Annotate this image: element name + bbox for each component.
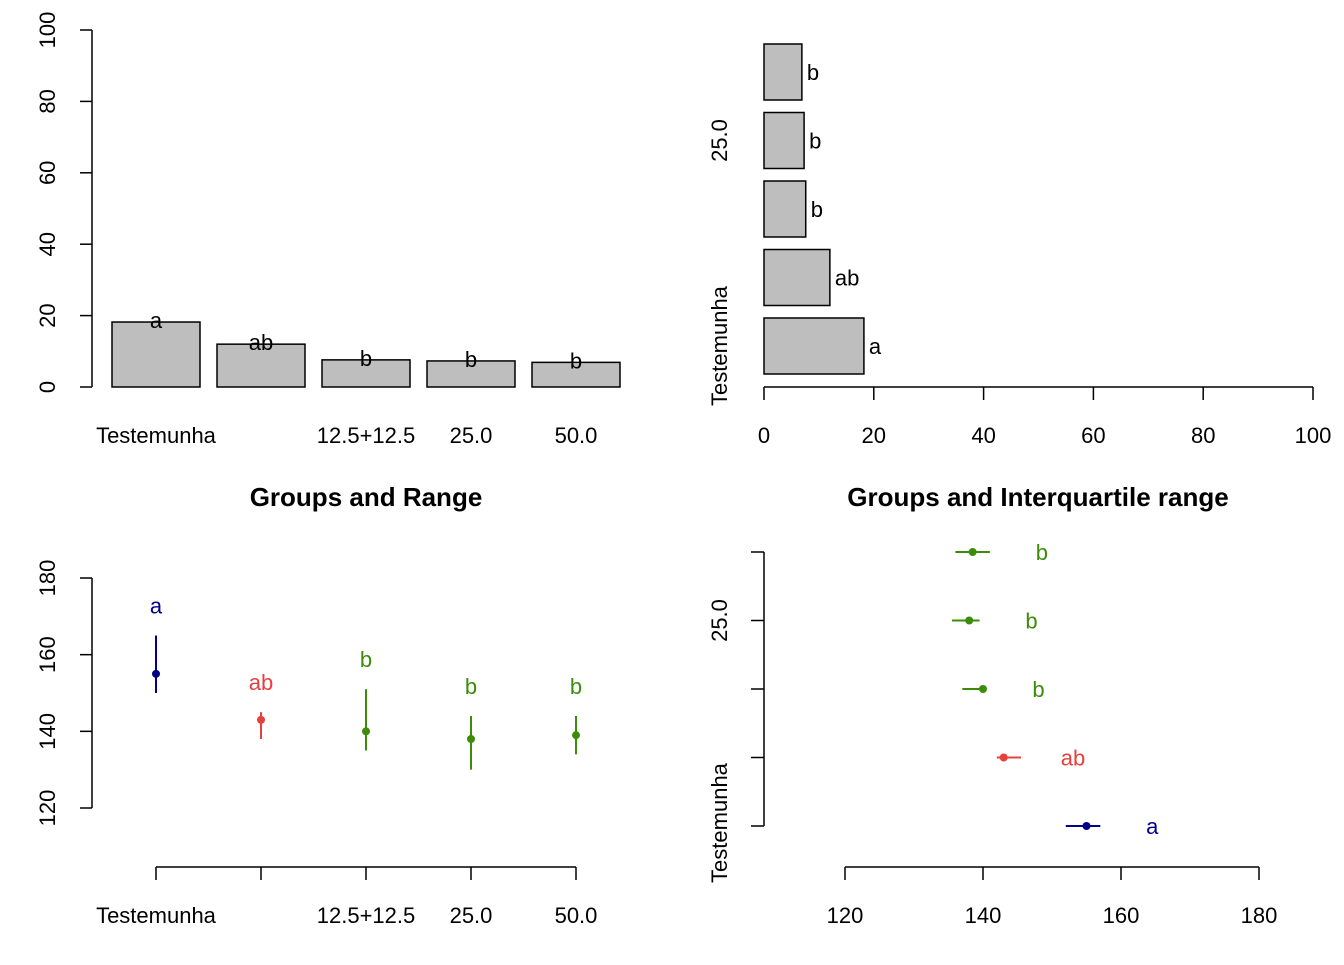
y-tick-label-1: 20 <box>35 303 60 327</box>
mean-point-1 <box>999 753 1008 762</box>
mean-point-4 <box>572 731 580 740</box>
bar-group-label-2: b <box>811 197 823 222</box>
group-label-0: a <box>1146 814 1159 839</box>
mean-point-3 <box>467 735 475 743</box>
bar-group-label-4: b <box>570 348 582 373</box>
bar-group-label-3: b <box>465 347 477 372</box>
bar-group-label-1: ab <box>835 266 859 291</box>
bar-0 <box>111 321 201 388</box>
bar-group-label-0: a <box>869 334 882 359</box>
bar-1 <box>216 343 306 388</box>
x-tick-label-2: 160 <box>1103 903 1140 928</box>
y-tick-label-3: 180 <box>35 560 60 597</box>
group-label-1: ab <box>249 670 273 695</box>
mean-point-3 <box>965 616 974 625</box>
x-tick-label-2: 12.5+12.5 <box>317 423 415 448</box>
bar-group-label-4: b <box>807 60 819 85</box>
x-tick-label-1: 20 <box>862 423 886 448</box>
bar-3 <box>763 111 805 170</box>
x-tick-label-0: 0 <box>758 423 770 448</box>
x-tick-label-0: 120 <box>827 903 864 928</box>
y-tick-label-0: Testemunha <box>707 762 732 883</box>
group-label-2: b <box>1032 677 1044 702</box>
bar-group-label-1: ab <box>249 330 273 355</box>
group-label-4: b <box>1036 540 1048 565</box>
bar-2 <box>321 359 411 388</box>
group-label-3: b <box>1025 609 1037 634</box>
bar-4 <box>763 43 803 101</box>
bar-4 <box>531 361 621 388</box>
y-tick-label-2: 40 <box>35 232 60 256</box>
x-tick-label-4: 80 <box>1191 423 1215 448</box>
x-tick-label-4: 50.0 <box>555 903 598 928</box>
y-tick-label-0: Testemunha <box>707 285 732 406</box>
x-tick-label-1: 140 <box>965 903 1002 928</box>
panel-horizontal-bar: 0 20 40 60 80 100 a Testemunha ab b b 25.0 b <box>707 43 1332 448</box>
bar-group-label-2: b <box>360 346 372 371</box>
y-tick-label-3: 25.0 <box>707 119 732 162</box>
x-tick-label-3: 180 <box>1241 903 1278 928</box>
chart-title-groups-range: Groups and Range <box>250 482 483 512</box>
panel-groups-range: Groups and Range 120 140 160 180 Testemunha a… <box>35 482 597 928</box>
y-tick-label-5: 100 <box>35 12 60 49</box>
x-tick-label-3: 60 <box>1081 423 1105 448</box>
group-label-3: b <box>465 674 477 699</box>
bar-3 <box>426 360 516 388</box>
mean-point-0 <box>152 669 160 678</box>
mean-point-4 <box>968 548 977 556</box>
y-tick-label-2: 160 <box>35 636 60 673</box>
x-tick-label-2: 12.5+12.5 <box>317 903 415 928</box>
x-tick-label-0: Testemunha <box>96 423 217 448</box>
y-tick-label-3: 60 <box>35 161 60 185</box>
y-tick-label-0: 120 <box>35 790 60 827</box>
group-label-4: b <box>570 674 582 699</box>
bar-0 <box>763 317 865 375</box>
mean-point-0 <box>1082 822 1091 830</box>
group-label-1: ab <box>1061 746 1085 771</box>
y-tick-label-4: 80 <box>35 89 60 113</box>
panel-vertical-bar: 0 20 40 60 80 100 a Testemunha ab b 12.5+12.5 b 25.0… <box>35 12 621 448</box>
group-label-2: b <box>360 647 372 672</box>
x-tick-label-2: 40 <box>971 423 995 448</box>
bar-2 <box>763 180 807 238</box>
panel-groups-iqr: Groups and Interquartile range 120 140 160… <box>707 482 1277 928</box>
mean-point-2 <box>362 727 370 736</box>
chart-title-groups-iqr: Groups and Interquartile range <box>847 482 1228 512</box>
group-label-0: a <box>150 594 163 619</box>
bar-group-label-3: b <box>809 129 821 154</box>
bar-1 <box>763 248 831 307</box>
mean-point-1 <box>257 715 265 724</box>
y-tick-label-0: 0 <box>35 381 60 393</box>
x-tick-label-3: 25.0 <box>450 903 493 928</box>
bar-group-label-0: a <box>150 308 163 333</box>
x-tick-label-4: 50.0 <box>555 423 598 448</box>
mean-point-2 <box>979 685 987 693</box>
x-tick-label-0: Testemunha <box>96 903 217 928</box>
x-tick-label-3: 25.0 <box>450 423 493 448</box>
y-tick-label-3: 25.0 <box>707 599 732 642</box>
x-tick-label-5: 100 <box>1295 423 1332 448</box>
y-tick-label-1: 140 <box>35 713 60 750</box>
